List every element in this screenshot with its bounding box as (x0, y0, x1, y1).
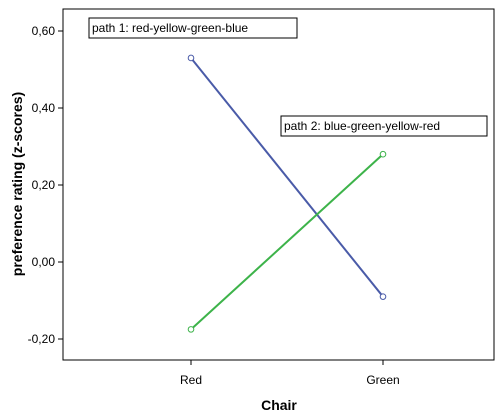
series-annotation-1: path 1: red-yellow-green-blue (88, 17, 298, 39)
series-line-1 (190, 57, 384, 298)
x-axis: Red Green (180, 360, 400, 387)
data-point (187, 326, 195, 333)
series-annotation-2: path 2: blue-green-yellow-red (280, 115, 488, 137)
y-axis-title: preference rating (z-scores) (9, 92, 25, 276)
y-tick-label: 0,60 (32, 24, 56, 38)
y-tick-label: 0,00 (32, 255, 56, 269)
annotation-text: path 1: red-yellow-green-blue (92, 21, 248, 35)
annotation-box (88, 17, 298, 39)
annotation-box (280, 115, 488, 137)
x-tick-label: Red (180, 373, 202, 387)
x-tick-label: Green (366, 373, 399, 387)
plot-frame (62, 8, 495, 361)
data-point (187, 54, 195, 62)
series-line-2 (190, 153, 384, 331)
data-point (379, 150, 387, 158)
annotation-text: path 2: blue-green-yellow-red (284, 119, 440, 133)
x-axis-title: Chair (261, 397, 297, 412)
data-point (379, 293, 387, 300)
series-layer (187, 54, 387, 333)
y-tick-label: 0,20 (32, 178, 56, 192)
y-tick-label: 0,40 (32, 101, 56, 115)
y-axis: -0,20 0,00 0,20 0,40 0,60 (28, 24, 63, 346)
y-tick-label: -0,20 (28, 332, 56, 346)
annotation-layer: path 1: red-yellow-green-blue path 2: blu… (88, 17, 488, 137)
